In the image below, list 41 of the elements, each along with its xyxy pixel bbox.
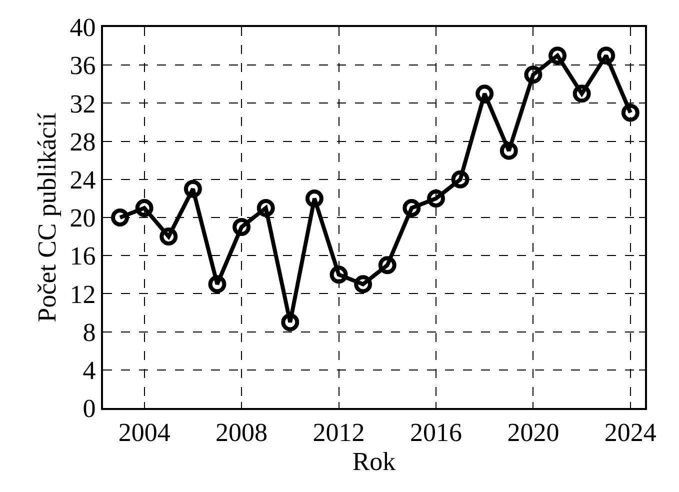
point — [135, 198, 154, 217]
point — [597, 46, 616, 65]
point — [476, 84, 494, 103]
point — [111, 208, 130, 226]
y-tick-label: 12 — [70, 280, 96, 309]
point — [402, 198, 421, 217]
point — [378, 256, 396, 274]
y-tick-label: 4 — [82, 356, 96, 385]
point — [160, 228, 178, 246]
y-tick-label: 16 — [70, 242, 96, 271]
x-tick-label: 2016 — [410, 418, 462, 448]
x-tick-label: 2020 — [507, 418, 560, 448]
y-tick-label: 36 — [70, 51, 96, 80]
point — [281, 313, 300, 332]
x-tick-label: 2024 — [604, 418, 656, 448]
point — [548, 46, 566, 65]
point — [184, 180, 202, 198]
point — [524, 66, 542, 84]
y-tick-label: 20 — [70, 204, 96, 233]
point — [451, 170, 470, 188]
y-tick-label: 24 — [70, 166, 96, 194]
point — [330, 266, 348, 284]
y-tick-label: 40 — [70, 13, 96, 42]
y-tick-label: 8 — [82, 318, 96, 347]
point — [500, 142, 518, 160]
y-axis-title: Počet CC publikácií — [32, 112, 62, 322]
point — [426, 189, 445, 208]
point — [354, 275, 372, 294]
point — [232, 218, 251, 236]
x-tick-label: 2004 — [118, 418, 170, 448]
x-tick-label: 2012 — [312, 418, 365, 448]
point — [572, 84, 591, 103]
point — [256, 198, 275, 217]
x-tick-label: 2008 — [216, 418, 268, 448]
point — [621, 104, 640, 122]
x-axis-title: Rok — [352, 447, 396, 476]
point — [208, 275, 226, 294]
point — [305, 189, 324, 208]
y-tick-label: 32 — [70, 89, 96, 118]
y-tick-label: 28 — [70, 127, 96, 156]
y-tick-label: 0 — [82, 394, 96, 424]
